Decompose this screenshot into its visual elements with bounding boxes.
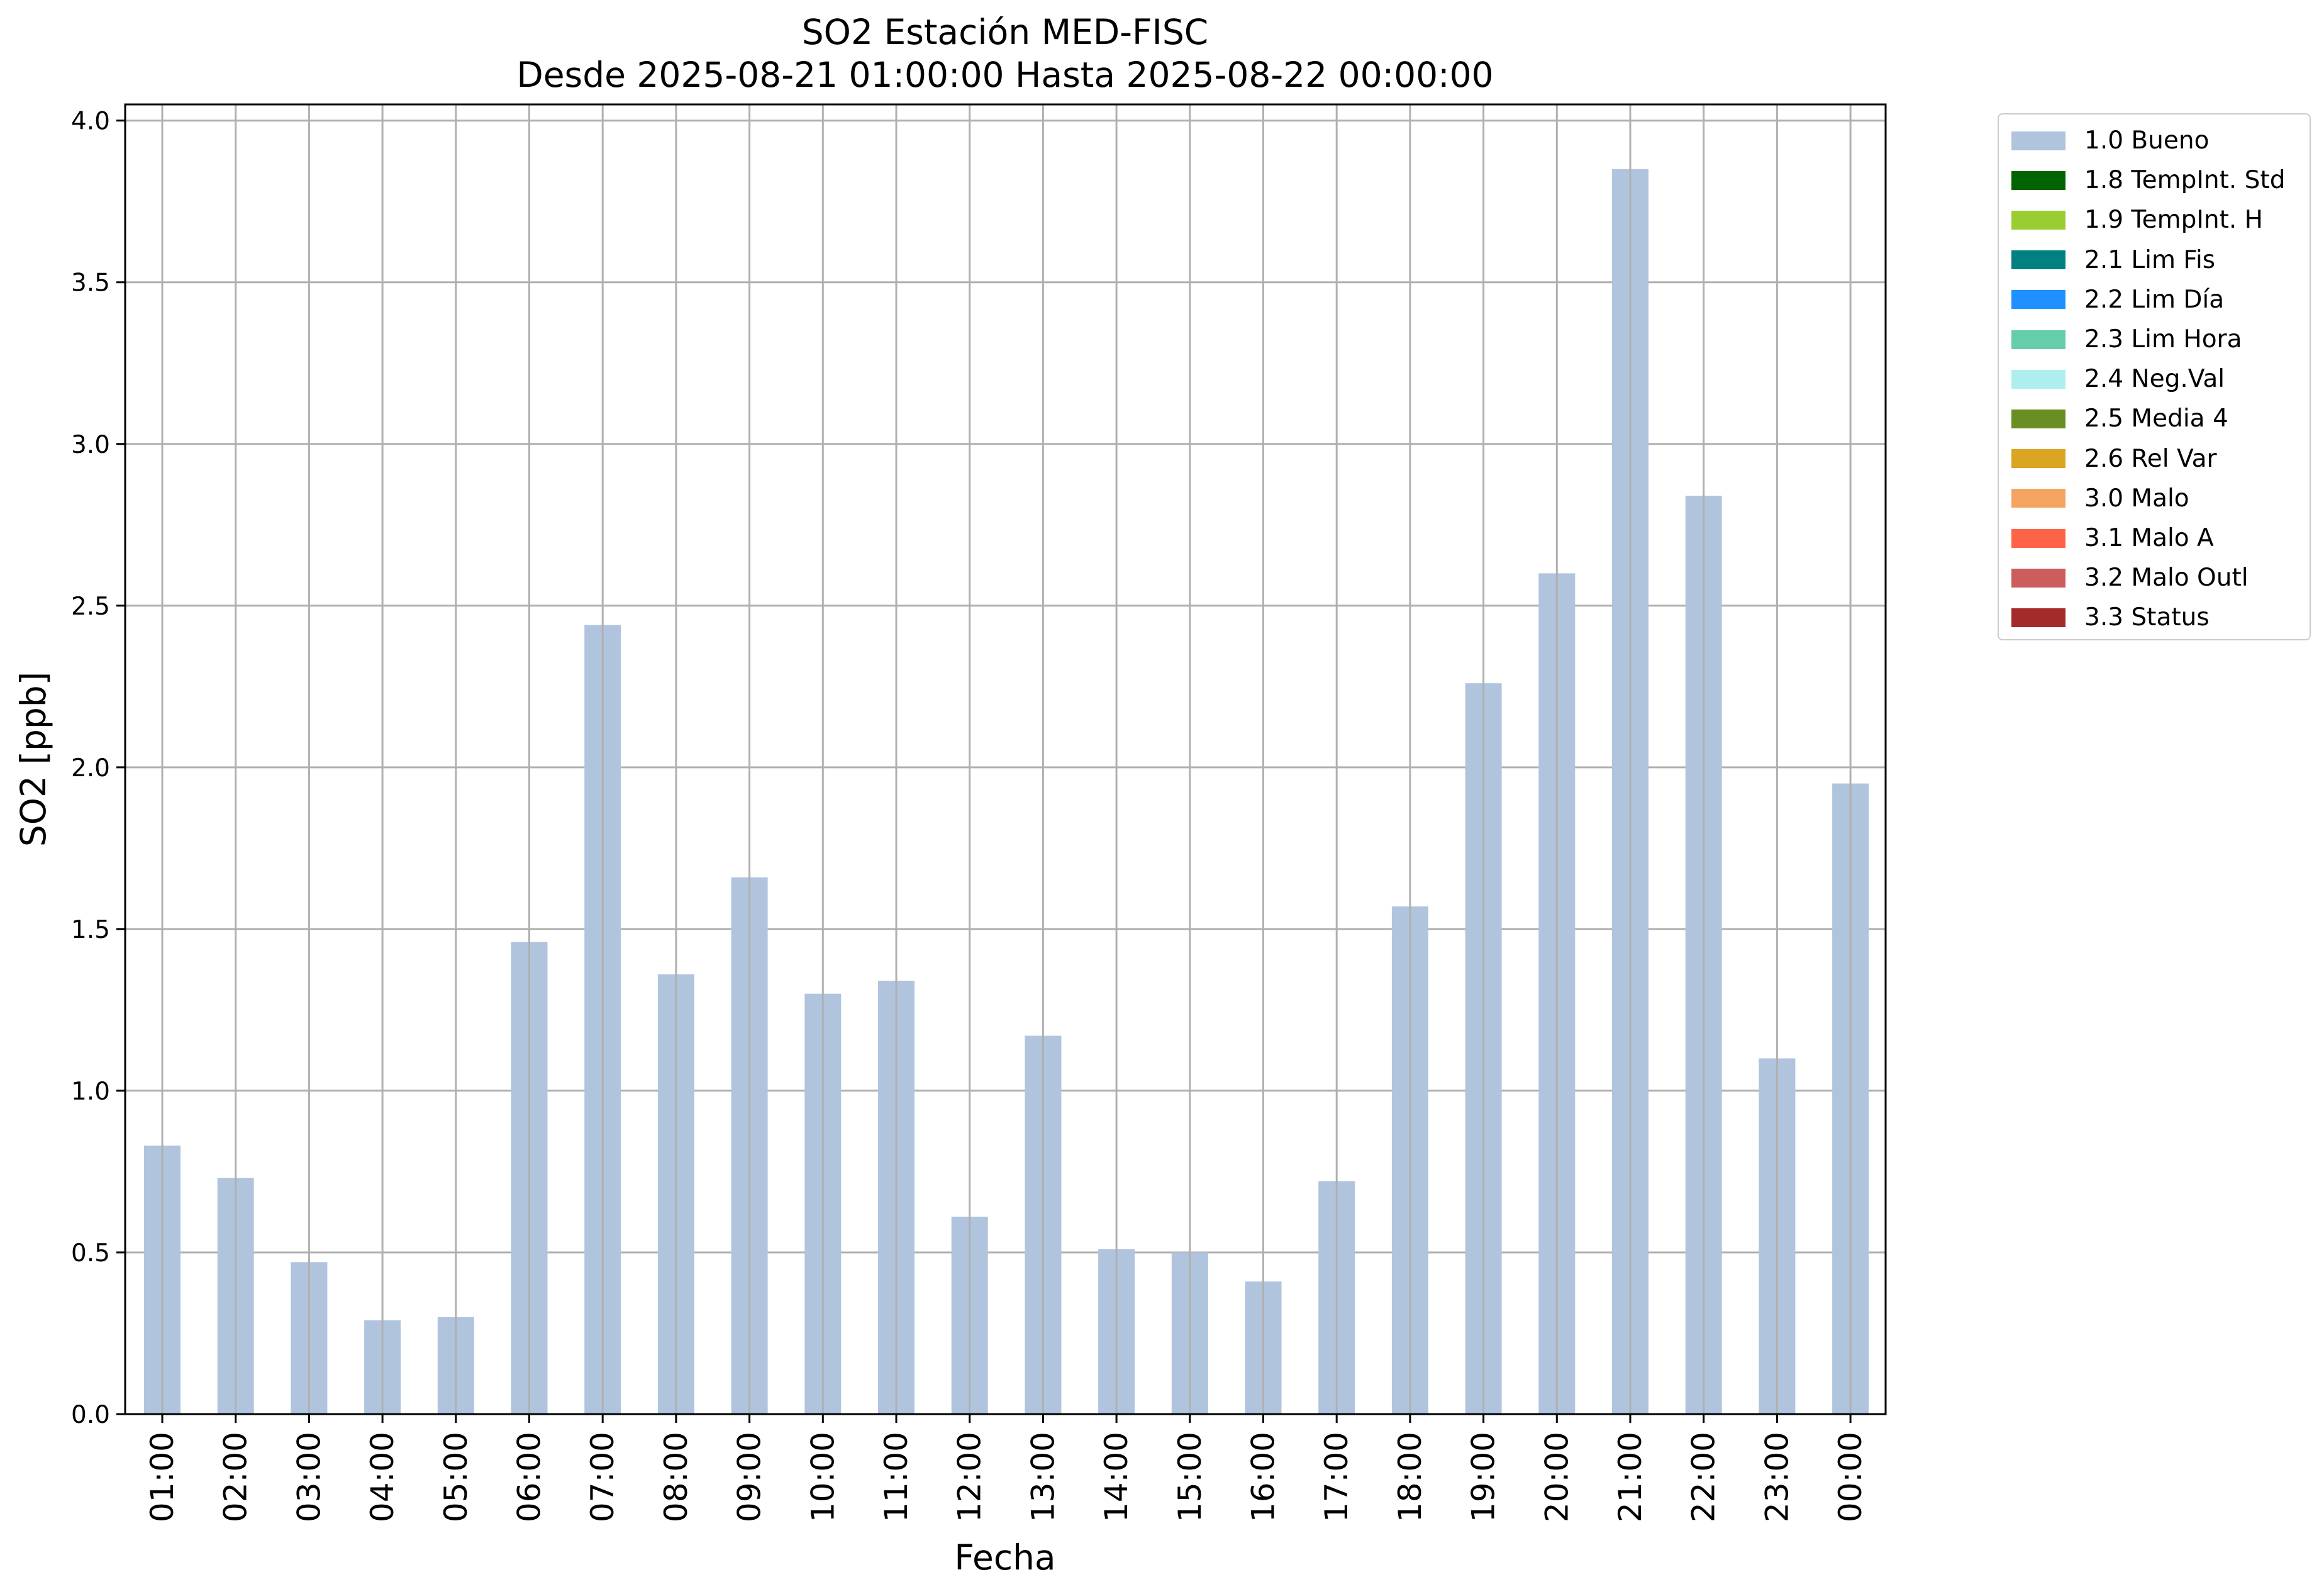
- legend-item: 3.0 Malo: [2005, 479, 2189, 518]
- legend-item: 2.4 Neg.Val: [2005, 359, 2225, 399]
- x-tick-label: 16:00: [1245, 1432, 1282, 1522]
- plot-frame: [124, 103, 1887, 1415]
- x-tick-label: 06:00: [511, 1432, 548, 1522]
- legend-label: 3.2 Malo Outl: [2084, 564, 2249, 593]
- y-axis-label: SO2 [ppb]: [13, 672, 53, 847]
- x-tick-label: 19:00: [1465, 1432, 1502, 1522]
- legend-swatch: [2011, 608, 2065, 627]
- x-tick-label: 21:00: [1612, 1432, 1648, 1522]
- legend-label: 3.3 Status: [2084, 603, 2210, 632]
- x-tick-label: 03:00: [291, 1432, 327, 1522]
- legend-label: 2.1 Lim Fis: [2084, 245, 2216, 274]
- legend-item: 2.3 Lim Hora: [2005, 320, 2242, 359]
- y-axis: 0.0 0.5 1.0 1.5 2.0 2.5 3.0 3.5 4.0: [71, 108, 125, 1429]
- y-tick-label: 2.5: [71, 593, 110, 621]
- legend-label: 2.3 Lim Hora: [2084, 325, 2242, 354]
- legend-swatch: [2011, 210, 2065, 230]
- x-tick-label: 20:00: [1538, 1432, 1575, 1522]
- legend-swatch: [2011, 528, 2065, 548]
- x-tick-label: 13:00: [1025, 1432, 1061, 1522]
- legend-label: 1.0 Bueno: [2084, 126, 2210, 155]
- x-tick-label: 02:00: [218, 1432, 254, 1522]
- x-tick-label: 11:00: [878, 1432, 915, 1522]
- legend-swatch: [2011, 568, 2065, 588]
- x-tick-label: 18:00: [1392, 1432, 1428, 1522]
- x-tick-label: 00:00: [1832, 1432, 1869, 1522]
- y-tick-label: 1.5: [71, 916, 110, 944]
- legend-item: 3.2 Malo Outl: [2005, 558, 2249, 598]
- x-tick-label: 15:00: [1172, 1432, 1208, 1522]
- legend-swatch: [2011, 131, 2065, 150]
- x-tick-label: 12:00: [952, 1432, 988, 1522]
- x-tick-label: 09:00: [731, 1432, 768, 1522]
- legend-item: 1.8 TempInt. Std: [2005, 160, 2285, 200]
- legend-label: 3.1 Malo A: [2084, 524, 2214, 552]
- legend-label: 2.2 Lim Día: [2084, 285, 2225, 314]
- x-tick-label: 07:00: [584, 1432, 621, 1522]
- legend-item: 2.1 Lim Fis: [2005, 240, 2215, 280]
- legend-label: 1.9 TempInt. H: [2084, 206, 2263, 235]
- x-tick-label: 14:00: [1098, 1432, 1135, 1522]
- x-tick-label: 01:00: [144, 1432, 181, 1522]
- x-tick-label: 05:00: [438, 1432, 474, 1522]
- x-axis-label: Fecha: [954, 1537, 1055, 1578]
- legend-item: 3.1 Malo A: [2005, 518, 2214, 558]
- x-tick-label: 22:00: [1686, 1432, 1722, 1522]
- grid: [125, 120, 1886, 1415]
- x-tick-label: 17:00: [1318, 1432, 1355, 1522]
- chart-subtitle: Desde 2025-08-21 01:00:00 Hasta 2025-08-…: [516, 55, 1493, 95]
- chart-title: SO2 Estación MED-FISC: [802, 12, 1208, 52]
- x-tick-label: 04:00: [364, 1432, 401, 1522]
- y-tick-label: 3.0: [71, 431, 110, 459]
- legend-item: 3.3 Status: [2005, 598, 2210, 637]
- legend-swatch: [2011, 369, 2065, 389]
- legend-swatch: [2011, 290, 2065, 309]
- legend-swatch: [2011, 250, 2065, 270]
- bars: [144, 169, 1869, 1415]
- y-tick-label: 0.5: [71, 1239, 110, 1268]
- legend-label: 3.0 Malo: [2084, 484, 2189, 513]
- legend-item: 1.9 TempInt. H: [2005, 200, 2263, 240]
- y-tick-label: 0.0: [71, 1401, 110, 1429]
- legend-swatch: [2011, 330, 2065, 349]
- y-tick-label: 4.0: [71, 108, 110, 136]
- legend-item: 2.5 Media 4: [2005, 399, 2228, 438]
- x-tick-label: 10:00: [804, 1432, 841, 1522]
- x-axis: 01:00 02:00 03:00 04:00 05:00 06:00 07:00 08:00…: [144, 1414, 1869, 1522]
- legend-swatch: [2011, 489, 2065, 508]
- legend-item: 2.6 Rel Var: [2005, 439, 2217, 479]
- y-tick-label: 2.0: [71, 754, 110, 783]
- legend-label: 1.8 TempInt. Std: [2084, 166, 2286, 195]
- legend-swatch: [2011, 170, 2065, 190]
- x-tick-label: 23:00: [1759, 1432, 1795, 1522]
- y-tick-label: 3.5: [71, 269, 110, 298]
- x-tick-label: 08:00: [658, 1432, 694, 1522]
- legend-item: 2.2 Lim Día: [2005, 280, 2224, 320]
- legend: 1.0 Bueno 1.8 TempInt. Std 1.9 TempInt. H 2…: [1998, 113, 2311, 640]
- vertical-grid: [161, 104, 1852, 1414]
- legend-label: 2.4 Neg.Val: [2084, 365, 2225, 394]
- legend-item: 1.0 Bueno: [2005, 121, 2209, 160]
- y-tick-label: 1.0: [71, 1078, 110, 1106]
- legend-swatch: [2011, 449, 2065, 469]
- legend-label: 2.6 Rel Var: [2084, 444, 2217, 473]
- legend-label: 2.5 Media 4: [2084, 404, 2228, 433]
- legend-swatch: [2011, 409, 2065, 428]
